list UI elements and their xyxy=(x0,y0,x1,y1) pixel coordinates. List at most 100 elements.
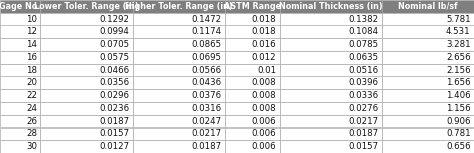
Text: 0.1292: 0.1292 xyxy=(100,15,129,24)
Bar xyxy=(225,38,280,51)
Text: 0.0785: 0.0785 xyxy=(348,40,378,49)
Bar xyxy=(133,26,225,38)
Text: Lower Toler. Range (in): Lower Toler. Range (in) xyxy=(34,2,139,11)
Bar xyxy=(133,13,225,26)
Text: 0.656: 0.656 xyxy=(446,142,471,151)
Text: 10: 10 xyxy=(26,15,37,24)
Text: 0.1382: 0.1382 xyxy=(348,15,378,24)
Bar xyxy=(225,127,280,140)
Bar xyxy=(0,13,40,26)
Text: 0.0695: 0.0695 xyxy=(192,53,222,62)
Bar xyxy=(0,76,40,89)
Text: 0.906: 0.906 xyxy=(446,117,471,126)
Text: 0.0236: 0.0236 xyxy=(99,104,129,113)
Text: 30: 30 xyxy=(26,142,37,151)
Bar xyxy=(0,102,40,115)
Text: 2.656: 2.656 xyxy=(446,53,471,62)
Text: 0.0217: 0.0217 xyxy=(191,129,222,138)
Text: 0.006: 0.006 xyxy=(252,142,276,151)
Text: 0.0316: 0.0316 xyxy=(191,104,222,113)
Bar xyxy=(382,13,474,26)
Text: 0.012: 0.012 xyxy=(252,53,276,62)
Text: 0.0705: 0.0705 xyxy=(99,40,129,49)
Bar xyxy=(0,64,40,76)
Text: 0.0187: 0.0187 xyxy=(191,142,222,151)
Text: 0.018: 0.018 xyxy=(252,15,276,24)
Bar xyxy=(0,140,40,153)
Bar xyxy=(0,38,40,51)
Bar xyxy=(40,26,133,38)
Text: 20: 20 xyxy=(26,78,37,87)
Text: 0.0187: 0.0187 xyxy=(99,117,129,126)
Text: 0.006: 0.006 xyxy=(252,117,276,126)
Text: 1.406: 1.406 xyxy=(446,91,471,100)
Bar xyxy=(280,140,382,153)
Bar xyxy=(40,140,133,153)
Bar xyxy=(225,115,280,127)
Bar xyxy=(133,127,225,140)
Bar xyxy=(133,140,225,153)
Text: Nominal Thickness (in): Nominal Thickness (in) xyxy=(279,2,383,11)
Text: 4.531: 4.531 xyxy=(446,27,471,36)
Bar xyxy=(382,38,474,51)
Bar xyxy=(280,127,382,140)
Bar xyxy=(382,140,474,153)
Text: 0.1084: 0.1084 xyxy=(348,27,378,36)
Text: 0.018: 0.018 xyxy=(252,27,276,36)
Bar xyxy=(40,0,133,13)
Text: 0.1174: 0.1174 xyxy=(191,27,222,36)
Bar xyxy=(225,76,280,89)
Bar xyxy=(40,51,133,64)
Text: 0.0436: 0.0436 xyxy=(191,78,222,87)
Bar xyxy=(382,127,474,140)
Bar xyxy=(225,0,280,13)
Bar xyxy=(225,26,280,38)
Bar xyxy=(382,102,474,115)
Bar xyxy=(382,0,474,13)
Bar xyxy=(0,0,40,13)
Text: 0.0157: 0.0157 xyxy=(348,142,378,151)
Text: Higher Toler. Range (in): Higher Toler. Range (in) xyxy=(125,2,233,11)
Text: 0.0187: 0.0187 xyxy=(348,129,378,138)
Bar xyxy=(280,76,382,89)
Bar xyxy=(40,13,133,26)
Bar xyxy=(382,115,474,127)
Text: 12: 12 xyxy=(26,27,37,36)
Bar xyxy=(40,76,133,89)
Text: 0.0466: 0.0466 xyxy=(99,66,129,75)
Bar xyxy=(280,89,382,102)
Text: 0.008: 0.008 xyxy=(252,104,276,113)
Bar xyxy=(225,13,280,26)
Bar xyxy=(40,64,133,76)
Text: 1.656: 1.656 xyxy=(446,78,471,87)
Text: 5.781: 5.781 xyxy=(446,15,471,24)
Text: 0.0865: 0.0865 xyxy=(191,40,222,49)
Text: 0.0635: 0.0635 xyxy=(348,53,378,62)
Bar xyxy=(280,102,382,115)
Text: 0.0396: 0.0396 xyxy=(348,78,378,87)
Bar xyxy=(133,51,225,64)
Text: 0.781: 0.781 xyxy=(446,129,471,138)
Text: 28: 28 xyxy=(26,129,37,138)
Bar xyxy=(382,26,474,38)
Text: 0.0356: 0.0356 xyxy=(99,78,129,87)
Text: 0.01: 0.01 xyxy=(257,66,276,75)
Text: 0.0296: 0.0296 xyxy=(100,91,129,100)
Text: 0.1472: 0.1472 xyxy=(191,15,222,24)
Bar xyxy=(40,127,133,140)
Text: 0.008: 0.008 xyxy=(252,91,276,100)
Bar xyxy=(382,76,474,89)
Bar xyxy=(280,115,382,127)
Bar xyxy=(280,26,382,38)
Bar xyxy=(280,38,382,51)
Bar xyxy=(133,89,225,102)
Bar xyxy=(40,38,133,51)
Bar xyxy=(0,51,40,64)
Text: 18: 18 xyxy=(26,66,37,75)
Text: 0.0376: 0.0376 xyxy=(191,91,222,100)
Text: 26: 26 xyxy=(26,117,37,126)
Bar xyxy=(382,89,474,102)
Bar xyxy=(40,89,133,102)
Text: 0.0157: 0.0157 xyxy=(99,129,129,138)
Bar xyxy=(382,64,474,76)
